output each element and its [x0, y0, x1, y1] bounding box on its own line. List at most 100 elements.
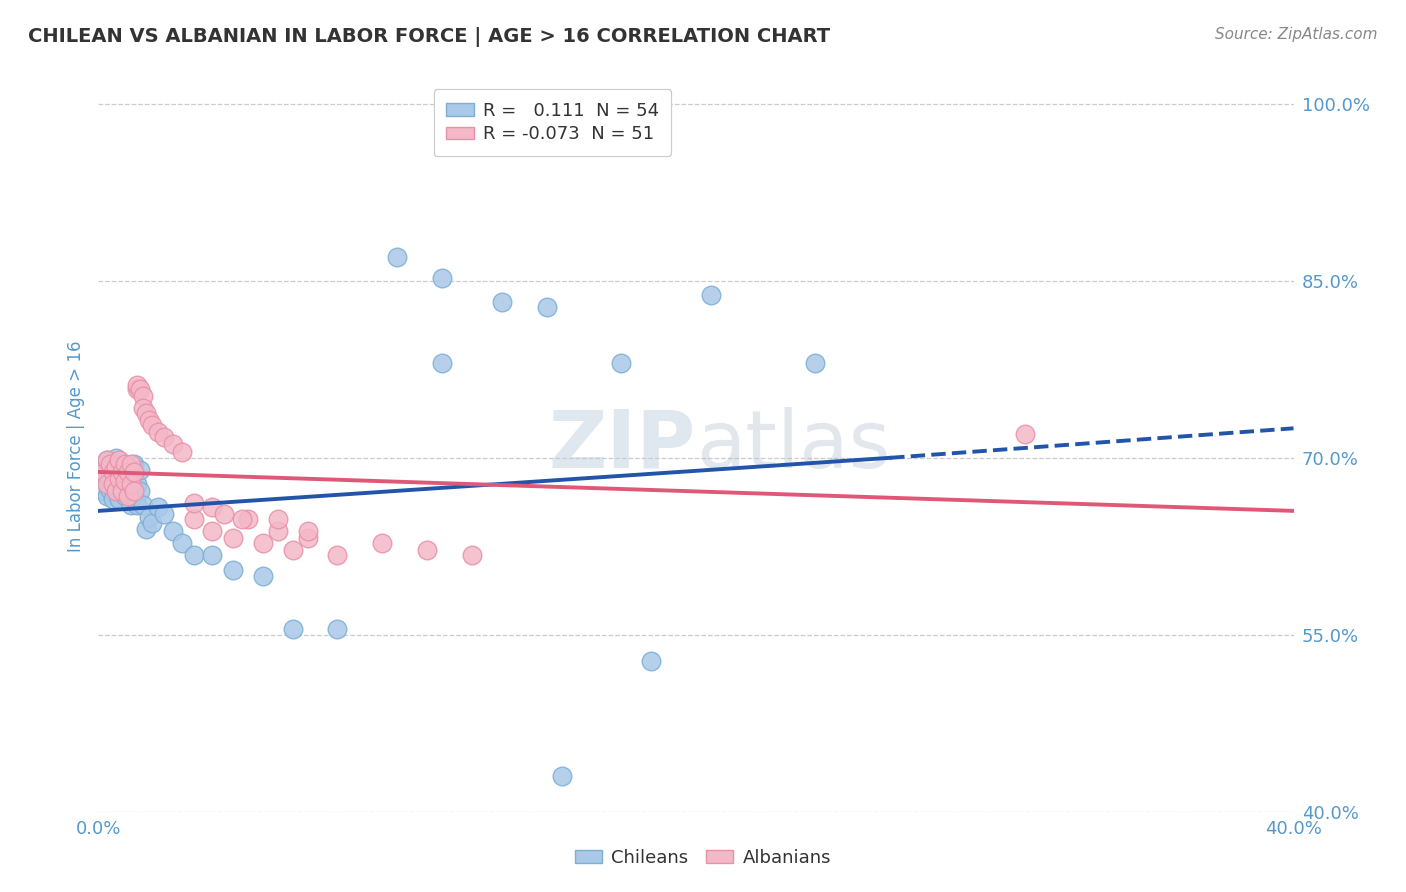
Point	[135, 406, 157, 420]
Point	[416, 542, 439, 557]
Point	[117, 460, 139, 475]
Point	[100, 457, 122, 471]
Point	[108, 453, 131, 467]
Text: CHILEAN VS ALBANIAN IN LABOR FORCE | AGE > 16 CORRELATION CHART: CHILEAN VS ALBANIAN IN LABOR FORCE | AGE…	[28, 27, 831, 46]
Point	[124, 483, 146, 498]
Text: ZIP: ZIP	[548, 407, 696, 485]
Point	[281, 622, 304, 636]
Point	[96, 476, 118, 491]
Point	[120, 475, 142, 489]
Point	[1014, 427, 1036, 442]
Point	[114, 476, 136, 491]
Point	[114, 489, 136, 503]
Point	[222, 563, 245, 577]
Point	[153, 429, 176, 443]
Point	[326, 622, 349, 636]
Point	[120, 498, 142, 512]
Point	[536, 300, 558, 314]
Point	[183, 512, 205, 526]
Point	[129, 462, 152, 476]
Point	[132, 498, 155, 512]
Point	[127, 383, 149, 397]
Point	[108, 476, 131, 491]
Point	[183, 548, 205, 562]
Point	[129, 483, 152, 498]
Point	[117, 465, 139, 479]
Point	[93, 483, 115, 498]
Point	[114, 475, 136, 489]
Legend: Chileans, Albanians: Chileans, Albanians	[568, 842, 838, 874]
Point	[105, 465, 128, 479]
Point	[550, 769, 572, 783]
Point	[117, 483, 139, 498]
Point	[640, 654, 662, 668]
Point	[117, 489, 139, 503]
Text: Source: ZipAtlas.com: Source: ZipAtlas.com	[1215, 27, 1378, 42]
Point	[252, 568, 274, 582]
Point	[162, 524, 184, 538]
Point	[700, 288, 723, 302]
Point	[127, 476, 149, 491]
Point	[135, 522, 157, 536]
Point	[148, 500, 170, 515]
Point	[103, 476, 125, 491]
Point	[231, 512, 253, 526]
Text: atlas: atlas	[696, 407, 890, 485]
Point	[129, 383, 152, 397]
Point	[281, 542, 304, 557]
Point	[114, 465, 136, 479]
Point	[138, 509, 160, 524]
Point	[111, 483, 134, 498]
Point	[267, 524, 290, 538]
Point	[124, 489, 146, 503]
Point	[201, 500, 224, 515]
Legend: R =   0.111  N = 54, R = -0.073  N = 51: R = 0.111 N = 54, R = -0.073 N = 51	[434, 89, 671, 156]
Point	[96, 453, 118, 467]
Point	[103, 472, 125, 486]
Point	[201, 524, 224, 538]
Point	[111, 472, 134, 486]
Point	[108, 472, 131, 486]
Point	[252, 535, 274, 549]
Point	[100, 465, 122, 479]
Point	[267, 512, 290, 526]
Point	[103, 492, 125, 507]
Point	[105, 460, 128, 475]
Point	[132, 401, 155, 416]
Point	[153, 508, 176, 522]
Point	[201, 548, 224, 562]
Point	[105, 483, 128, 498]
Point	[385, 250, 409, 264]
Point	[111, 462, 134, 476]
Point	[105, 483, 128, 498]
Point	[138, 413, 160, 427]
Point	[100, 483, 122, 497]
Point	[183, 495, 205, 509]
Point	[103, 460, 125, 475]
Point	[120, 476, 142, 491]
Point	[141, 516, 163, 530]
Point	[461, 548, 484, 562]
Point	[326, 548, 349, 562]
Y-axis label: In Labor Force | Age > 16: In Labor Force | Age > 16	[67, 340, 86, 552]
Point	[103, 465, 125, 479]
Point	[111, 465, 134, 479]
Point	[108, 492, 131, 507]
Point	[162, 436, 184, 450]
Point	[371, 535, 394, 549]
Point	[148, 425, 170, 439]
Point	[430, 271, 453, 285]
Point	[610, 356, 633, 370]
Point	[105, 450, 128, 465]
Point	[93, 468, 115, 483]
Point	[172, 535, 194, 549]
Point	[124, 465, 146, 479]
Point	[96, 453, 118, 467]
Point	[172, 445, 194, 459]
Point	[236, 512, 259, 526]
Point	[96, 489, 118, 503]
Point	[804, 356, 827, 370]
Point	[93, 465, 115, 479]
Point	[141, 417, 163, 432]
Point	[124, 457, 146, 471]
